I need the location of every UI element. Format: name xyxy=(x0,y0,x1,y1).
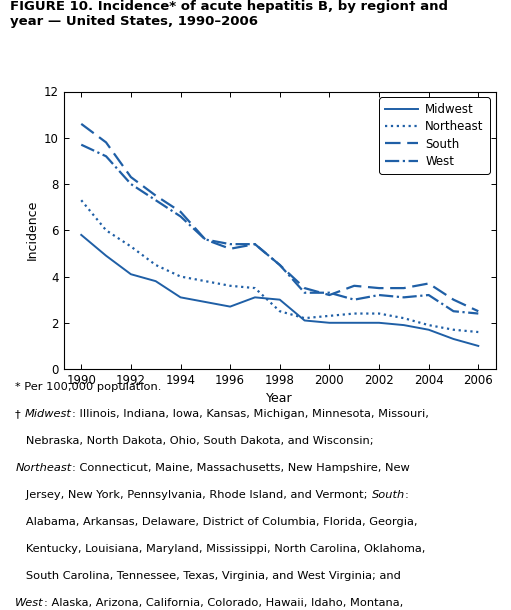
Northeast xyxy=(450,326,456,334)
South xyxy=(177,208,183,215)
South xyxy=(227,245,233,253)
Line: South: South xyxy=(81,124,478,311)
South xyxy=(153,192,159,199)
West xyxy=(202,236,208,243)
Text: Northeast: Northeast xyxy=(15,463,72,473)
West xyxy=(252,240,258,248)
West xyxy=(177,213,183,220)
South xyxy=(202,236,208,243)
Text: Kentucky, Louisiana, Maryland, Mississippi, North Carolina, Oklahoma,: Kentucky, Louisiana, Maryland, Mississip… xyxy=(15,544,426,554)
Midwest xyxy=(177,293,183,301)
Northeast xyxy=(301,315,308,322)
Northeast xyxy=(475,328,481,336)
Midwest xyxy=(351,319,357,326)
Midwest xyxy=(78,231,84,239)
West xyxy=(103,152,109,160)
Midwest xyxy=(276,296,283,303)
Northeast xyxy=(78,196,84,204)
Midwest xyxy=(301,317,308,324)
Midwest xyxy=(376,319,382,326)
West xyxy=(327,289,333,296)
Northeast xyxy=(227,282,233,289)
West xyxy=(450,307,456,315)
Text: South: South xyxy=(371,490,405,500)
West xyxy=(426,292,432,299)
South xyxy=(252,240,258,248)
South xyxy=(450,296,456,303)
South xyxy=(327,292,333,299)
Line: Northeast: Northeast xyxy=(81,200,478,332)
Text: : Illinois, Indiana, Iowa, Kansas, Michigan, Minnesota, Missouri,: : Illinois, Indiana, Iowa, Kansas, Michi… xyxy=(72,409,428,419)
Northeast xyxy=(177,273,183,280)
Northeast xyxy=(327,312,333,320)
Text: West: West xyxy=(15,598,44,608)
West xyxy=(78,141,84,148)
Northeast xyxy=(351,310,357,317)
Midwest xyxy=(153,278,159,285)
Northeast xyxy=(376,310,382,317)
West xyxy=(276,261,283,268)
West xyxy=(475,310,481,317)
West xyxy=(301,289,308,296)
Text: Midwest: Midwest xyxy=(25,409,72,419)
Line: Midwest: Midwest xyxy=(81,235,478,346)
Northeast xyxy=(426,321,432,329)
South xyxy=(426,280,432,287)
South xyxy=(351,282,357,289)
Midwest xyxy=(401,321,407,329)
West xyxy=(401,293,407,301)
West xyxy=(351,296,357,303)
Text: Jersey, New York, Pennsylvania, Rhode Island, and Vermont;: Jersey, New York, Pennsylvania, Rhode Is… xyxy=(15,490,371,500)
Midwest xyxy=(426,326,432,334)
Midwest xyxy=(128,271,134,278)
Midwest xyxy=(202,298,208,306)
Northeast xyxy=(202,278,208,285)
Northeast xyxy=(153,261,159,268)
Northeast xyxy=(401,315,407,322)
Line: West: West xyxy=(81,145,478,314)
Midwest xyxy=(252,293,258,301)
South xyxy=(276,261,283,268)
Midwest xyxy=(327,319,333,326)
Northeast xyxy=(252,284,258,292)
West xyxy=(227,240,233,248)
X-axis label: Year: Year xyxy=(266,392,293,406)
Midwest xyxy=(450,336,456,343)
Text: :: : xyxy=(405,490,409,500)
Y-axis label: Incidence: Incidence xyxy=(26,200,38,260)
Legend: Midwest, Northeast, South, West: Midwest, Northeast, South, West xyxy=(379,98,490,174)
Northeast xyxy=(103,226,109,234)
Text: : Connecticut, Maine, Massachusetts, New Hampshire, New: : Connecticut, Maine, Massachusetts, New… xyxy=(72,463,409,473)
West xyxy=(128,181,134,188)
Text: Alabama, Arkansas, Delaware, District of Columbia, Florida, Georgia,: Alabama, Arkansas, Delaware, District of… xyxy=(15,517,418,527)
South xyxy=(475,307,481,315)
Text: South Carolina, Tennessee, Texas, Virginia, and West Virginia; and: South Carolina, Tennessee, Texas, Virgin… xyxy=(15,571,401,581)
Text: FIGURE 10. Incidence* of acute hepatitis B, by region† and
year — United States,: FIGURE 10. Incidence* of acute hepatitis… xyxy=(10,0,448,28)
Midwest xyxy=(475,342,481,350)
West xyxy=(153,196,159,204)
South xyxy=(78,120,84,127)
Text: †: † xyxy=(15,409,25,419)
Text: : Alaska, Arizona, California, Colorado, Hawaii, Idaho, Montana,: : Alaska, Arizona, California, Colorado,… xyxy=(44,598,403,608)
South xyxy=(401,284,407,292)
Text: Nebraska, North Dakota, Ohio, South Dakota, and Wisconsin;: Nebraska, North Dakota, Ohio, South Dako… xyxy=(15,436,374,446)
South xyxy=(301,284,308,292)
South xyxy=(376,284,382,292)
West xyxy=(376,292,382,299)
Northeast xyxy=(128,243,134,250)
South xyxy=(128,173,134,181)
Midwest xyxy=(227,303,233,310)
Northeast xyxy=(276,307,283,315)
Text: * Per 100,000 population.: * Per 100,000 population. xyxy=(15,382,161,392)
South xyxy=(103,138,109,146)
Midwest xyxy=(103,252,109,259)
